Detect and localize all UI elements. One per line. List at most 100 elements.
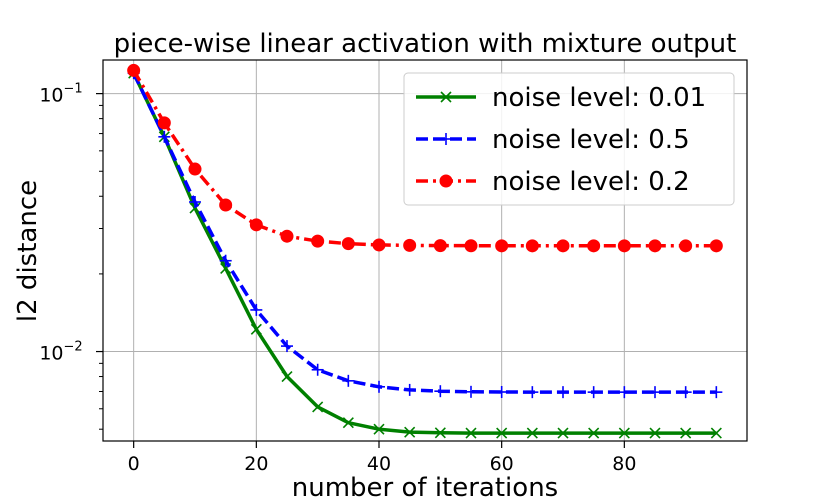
- data-point: [189, 196, 201, 209]
- data-point: [373, 380, 385, 393]
- data-point: [311, 234, 325, 248]
- x-tick-label: 40: [367, 453, 391, 475]
- x-tick-label: 0: [128, 453, 140, 475]
- plot-frame: [102, 59, 748, 442]
- data-point: [587, 239, 601, 253]
- data-point: [157, 116, 171, 130]
- data-point: [709, 239, 723, 253]
- data-point: [127, 63, 141, 77]
- legend-entry: noise level: 0.01: [416, 83, 706, 113]
- legend: noise level: 0.01 noise level: 0.5 noise l…: [403, 72, 735, 206]
- data-point: [556, 239, 570, 253]
- series-1: [127, 67, 723, 399]
- marker-stroke: [440, 91, 452, 103]
- data-point: [434, 385, 447, 398]
- data-point: [373, 423, 385, 435]
- marker-stroke: [465, 427, 477, 439]
- data-point: [496, 427, 508, 439]
- marker-stroke: [250, 323, 262, 335]
- marker-stroke: [342, 417, 354, 429]
- series-line: [132, 72, 717, 435]
- legend-box: [403, 72, 735, 206]
- x-axis-label: number of iterations: [292, 473, 558, 498]
- data-point: [588, 427, 600, 439]
- legend-entry: noise level: 0.2: [416, 167, 690, 197]
- marker-stroke: [281, 370, 293, 383]
- data-point: [557, 427, 569, 439]
- data-point: [372, 238, 386, 252]
- legend-marker: [440, 91, 452, 103]
- data-point: [434, 427, 446, 439]
- data-point: [464, 239, 478, 253]
- legend-label: noise level: 0.2: [492, 167, 690, 197]
- data-point: [250, 303, 263, 316]
- data-point: [403, 238, 417, 252]
- data-point: [465, 385, 477, 398]
- marker-stroke: [496, 427, 508, 439]
- data-point: [281, 340, 293, 353]
- legend-marker: [439, 174, 453, 188]
- data-point: [219, 254, 232, 267]
- legend-marker: [440, 133, 452, 145]
- data-point: [495, 385, 508, 398]
- data-point: [617, 239, 631, 253]
- data-point: [648, 239, 662, 253]
- series-layer: [127, 63, 723, 439]
- data-point: [188, 162, 202, 176]
- data-point: [404, 426, 416, 438]
- axis-ticks: 0 20 40 60 80 10−1 10−2: [39, 82, 636, 475]
- data-point: [249, 218, 263, 232]
- marker-stroke: [618, 427, 630, 439]
- data-point: [557, 386, 569, 399]
- y-axis-label: l2 distance: [13, 180, 43, 322]
- data-point: [526, 386, 539, 399]
- data-point: [495, 239, 509, 253]
- y-tick-label: 10−2: [39, 340, 82, 365]
- marker-stroke: [588, 427, 600, 439]
- data-point: [618, 427, 630, 439]
- data-point: [158, 130, 171, 143]
- data-point: [342, 374, 355, 387]
- marker-stroke: [557, 427, 569, 439]
- data-point: [525, 239, 539, 253]
- data-point: [250, 323, 262, 335]
- marker-stroke: [649, 427, 661, 439]
- series-2: [127, 63, 723, 253]
- marker-stroke: [373, 423, 385, 435]
- marker-stroke: [526, 427, 538, 439]
- data-point: [649, 427, 661, 439]
- marker-stroke: [404, 426, 416, 438]
- data-point: [433, 239, 447, 253]
- data-point: [710, 386, 723, 399]
- data-point: [280, 229, 294, 243]
- data-point: [341, 237, 355, 251]
- marker-stroke: [434, 427, 446, 439]
- data-point: [526, 427, 538, 439]
- data-point: [649, 386, 661, 399]
- legend-label: noise level: 0.01: [492, 83, 706, 113]
- data-point: [618, 386, 631, 399]
- data-point: [465, 427, 477, 439]
- data-point: [311, 363, 324, 376]
- data-point: [403, 383, 416, 396]
- data-point: [281, 370, 293, 383]
- data-point: [710, 427, 722, 439]
- marker-stroke: [680, 427, 692, 439]
- data-point: [587, 386, 600, 399]
- legend-label: noise level: 0.5: [492, 125, 690, 155]
- x-tick-label: 80: [612, 453, 636, 475]
- data-point: [219, 198, 233, 212]
- data-point: [679, 239, 693, 253]
- legend-entry: noise level: 0.5: [416, 125, 690, 155]
- y-tick-label: 10−1: [39, 82, 82, 107]
- chart-title: piece-wise linear activation with mixtur…: [114, 29, 737, 59]
- x-tick-label: 60: [490, 453, 514, 475]
- marker-stroke: [312, 401, 324, 413]
- x-tick-label: 20: [244, 453, 268, 475]
- data-point: [679, 386, 692, 399]
- data-point: [312, 401, 324, 413]
- data-point: [680, 427, 692, 439]
- data-point: [342, 417, 354, 429]
- marker-stroke: [710, 427, 722, 439]
